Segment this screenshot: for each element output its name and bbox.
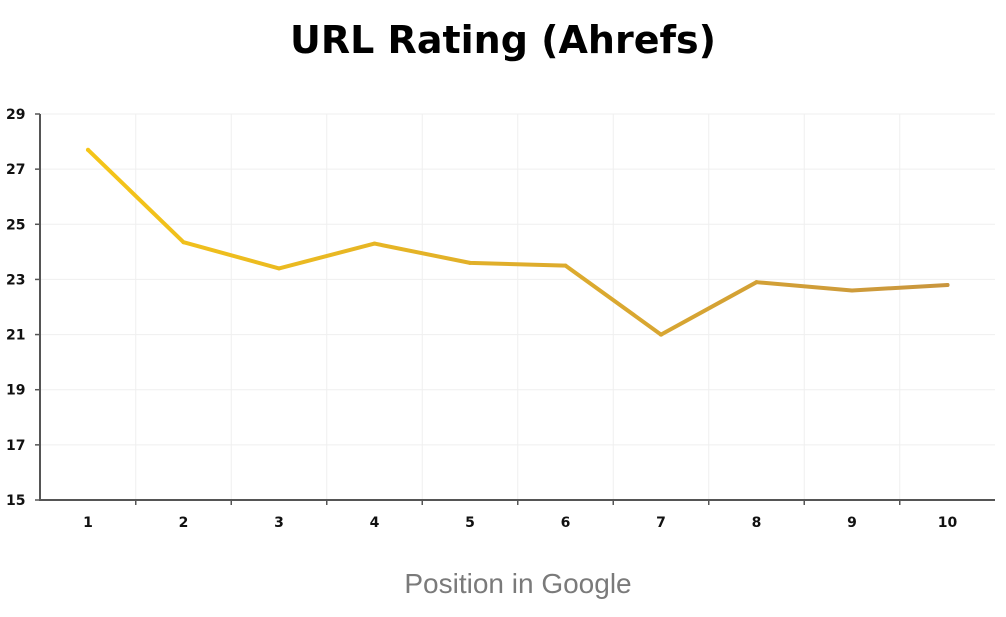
data-point [277,266,281,271]
data-point [659,332,663,337]
x-tick-label: 1 [83,515,93,531]
y-tick-label: 23 [6,272,25,288]
axes [35,113,995,505]
data-point [945,282,950,287]
y-tick-label: 29 [6,107,25,123]
x-tick-label: 9 [847,515,857,531]
x-tick-label: 8 [752,515,762,531]
x-tick-label: 6 [561,515,571,531]
y-tick-label: 19 [6,383,25,399]
data-point [181,240,186,245]
x-tick-label: 5 [465,515,475,531]
x-tick-label: 2 [179,515,189,531]
series-line [86,147,950,337]
x-axis-title: Position in Google [404,568,632,599]
y-tick-label: 21 [6,328,25,344]
y-tick-label: 27 [6,162,25,178]
data-point [372,241,377,246]
x-tick-label: 3 [274,515,284,531]
data-point [563,263,568,268]
data-point [468,260,472,265]
y-tick-label: 17 [6,438,25,454]
x-tick-label: 10 [938,515,958,531]
chart-title: URL Rating (Ahrefs) [290,18,716,62]
gridlines [40,113,995,500]
data-point [754,280,759,285]
x-tick-label: 7 [656,515,666,531]
data-point [850,288,854,293]
data-point [86,147,90,152]
series-layer [86,147,950,337]
y-tick-label: 25 [6,217,25,233]
y-tick-label: 15 [6,493,25,509]
x-tick-label: 4 [370,515,380,531]
